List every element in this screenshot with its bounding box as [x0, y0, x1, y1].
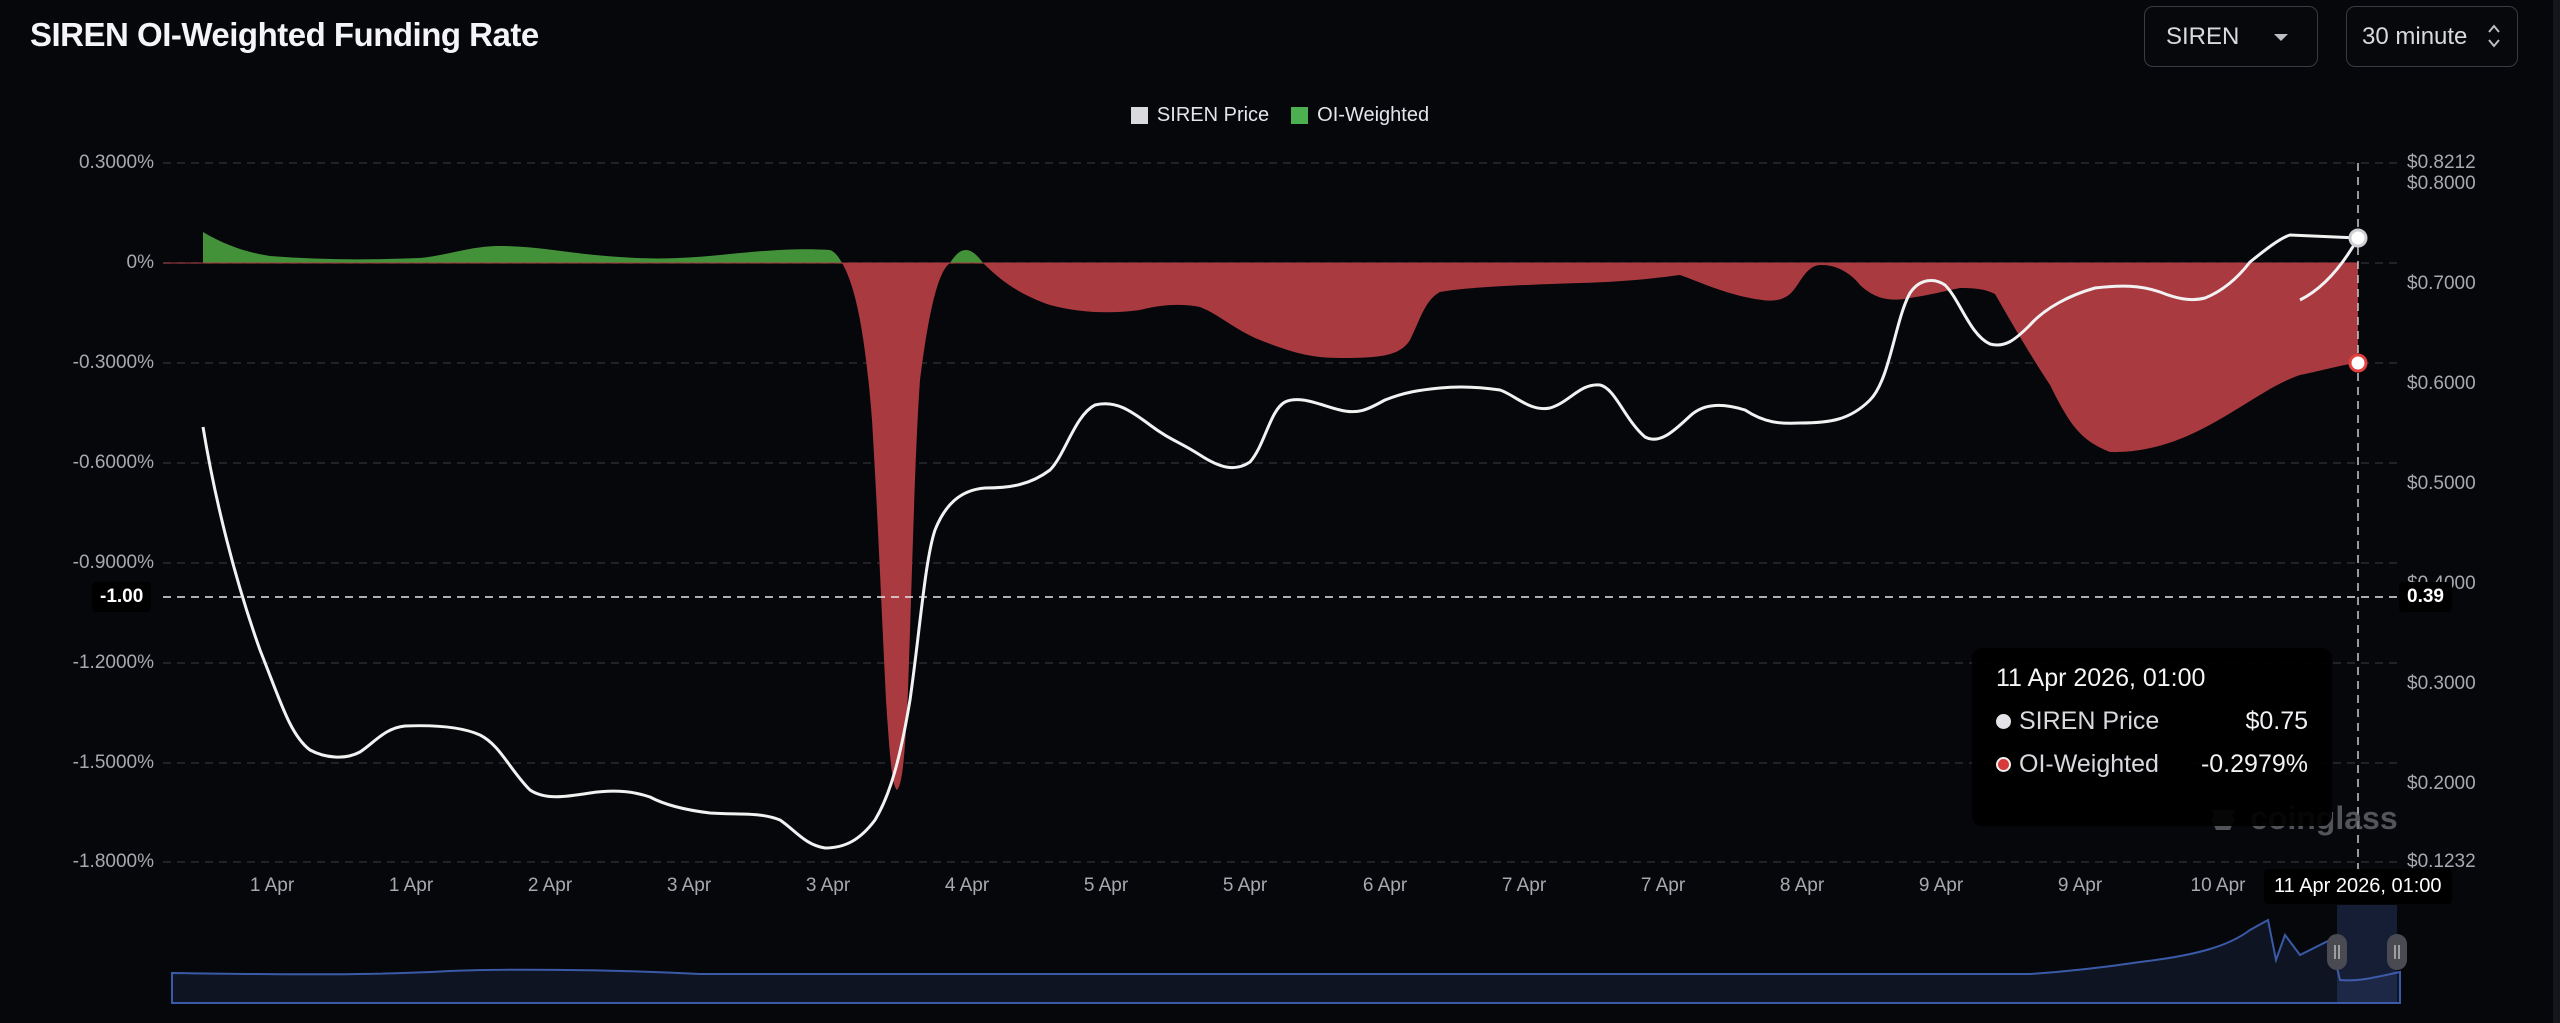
- oi-weighted-negative-area: [842, 263, 2358, 790]
- y-left-tick: -0.9000%: [72, 552, 154, 573]
- tooltip-row-oi: OI-Weighted -0.2979%: [1996, 750, 2308, 779]
- x-tick: 1 Apr: [388, 875, 434, 896]
- price-hover-marker: [2348, 228, 2368, 248]
- siren-price-line: [201, 233, 2359, 850]
- x-tick: 3 Apr: [805, 875, 851, 896]
- legend-label: OI-Weighted: [1317, 104, 1430, 126]
- x-tick: 3 Apr: [666, 875, 712, 896]
- tooltip-label: OI-Weighted: [2019, 750, 2159, 778]
- y-right-tick: $0.2000: [2407, 773, 2476, 794]
- x-tick: 4 Apr: [944, 875, 990, 896]
- x-tick: 7 Apr: [1501, 875, 1547, 896]
- tooltip-value: -0.2979%: [2200, 750, 2308, 778]
- tooltip-label: SIREN Price: [2019, 707, 2160, 735]
- y-left-tick: 0%: [126, 252, 154, 273]
- tooltip-dot-oi: [1996, 757, 2011, 772]
- tooltip-dot-price: [1996, 714, 2011, 729]
- up-down-chevron-icon: [2488, 24, 2500, 48]
- y-right-tick: $0.3000: [2407, 673, 2476, 694]
- y-left-tick: -1.8000%: [72, 851, 154, 872]
- y-right-tick: $0.1232: [2407, 851, 2476, 872]
- tooltip-value: $0.75: [2245, 707, 2308, 735]
- tooltip-row-price: SIREN Price $0.75: [1996, 707, 2308, 736]
- y-left-tick: -0.3000%: [72, 352, 154, 373]
- chart-tooltip: 11 Apr 2026, 01:00 SIREN Price $0.75 OI-…: [1972, 648, 2332, 826]
- legend-item-oi-weighted[interactable]: OI-Weighted: [1291, 104, 1429, 127]
- symbol-select[interactable]: SIREN: [2144, 6, 2318, 67]
- oi-weighted-positive-area: [203, 232, 983, 263]
- legend-swatch-price: [1130, 107, 1148, 124]
- caret-down-icon: [2274, 34, 2288, 41]
- x-tick: 5 Apr: [1083, 875, 1129, 896]
- x-tick: 5 Apr: [1222, 875, 1268, 896]
- crosshair-left-value: -1.00: [92, 582, 152, 612]
- y-right-tick: $0.5000: [2407, 473, 2476, 494]
- tooltip-title: 11 Apr 2026, 01:00: [1996, 664, 2206, 692]
- range-navigator[interactable]: [171, 905, 2407, 1004]
- navigator-handle-left[interactable]: [2327, 934, 2347, 970]
- x-tick: 6 Apr: [1362, 875, 1408, 896]
- navigator-handle-right[interactable]: [2387, 934, 2407, 970]
- x-tick: 1 Apr: [249, 875, 295, 896]
- x-tick: 7 Apr: [1640, 875, 1686, 896]
- legend-label: SIREN Price: [1156, 104, 1270, 126]
- y-right-tick: $0.6000: [2407, 373, 2476, 394]
- page-scrollbar[interactable]: [2553, 0, 2560, 1023]
- interval-select-value: 30 minute: [2362, 22, 2468, 50]
- y-left-tick: -1.2000%: [72, 652, 154, 673]
- siren-price-line-end: [2299, 237, 2360, 302]
- interval-select[interactable]: 30 minute: [2346, 6, 2518, 67]
- y-right-tick: $0.8000: [2407, 173, 2476, 194]
- x-tick: 8 Apr: [1779, 875, 1825, 896]
- y-right-tick: $0.8212: [2407, 152, 2476, 173]
- oi-hover-marker: [2348, 353, 2368, 373]
- y-left-tick: 0.3000%: [78, 152, 154, 173]
- y-right-tick: $0.7000: [2407, 273, 2476, 294]
- navigator-series: [171, 918, 2401, 1004]
- x-tick: 10 Apr: [2190, 875, 2246, 896]
- legend-item-siren-price[interactable]: SIREN Price: [1130, 104, 1270, 127]
- symbol-select-value: SIREN: [2166, 22, 2240, 50]
- legend-swatch-oi: [1291, 107, 1309, 124]
- y-left-tick: -0.6000%: [72, 452, 154, 473]
- crosshair-right-value: 0.39: [2399, 582, 2452, 612]
- page-title: SIREN OI-Weighted Funding Rate: [30, 16, 539, 53]
- crosshair-x-value: 11 Apr 2026, 01:00: [2264, 869, 2452, 904]
- y-left-tick: -1.5000%: [72, 752, 154, 773]
- chart-legend: SIREN Price OI-Weighted: [0, 104, 2560, 127]
- x-tick: 2 Apr: [527, 875, 573, 896]
- x-tick: 9 Apr: [1918, 875, 1964, 896]
- x-tick: 9 Apr: [2057, 875, 2103, 896]
